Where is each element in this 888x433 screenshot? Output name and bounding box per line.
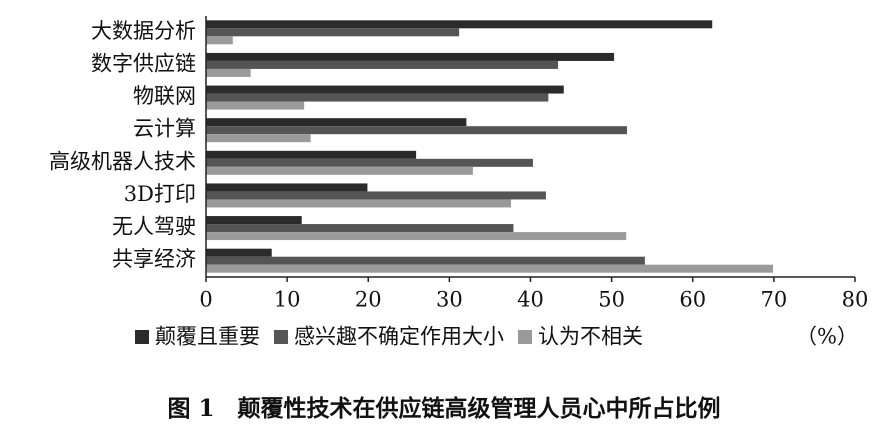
- bar: [206, 134, 311, 143]
- bar: [206, 150, 417, 159]
- y-tick-label: 无人驾驶: [112, 215, 196, 239]
- y-tick-label: 数字供应链: [91, 51, 196, 75]
- bar: [206, 224, 514, 233]
- y-tick-label: 云计算: [133, 117, 196, 141]
- chart-title: 图 1 颠覆性技术在供应链高级管理人员心中所占比例: [167, 395, 720, 422]
- bar: [206, 60, 559, 69]
- bar: [206, 52, 615, 61]
- x-tick-label: 0: [199, 288, 212, 312]
- bar: [206, 101, 305, 110]
- bar: [206, 118, 467, 127]
- x-tick-label: 50: [598, 288, 625, 312]
- legend-swatch: [135, 330, 149, 344]
- bar: [206, 20, 713, 29]
- legend-swatch: [274, 330, 288, 344]
- x-tick-label: 30: [436, 288, 463, 312]
- legend-label: 颠覆且重要: [155, 325, 260, 349]
- y-tick-label: 3D打印: [124, 182, 196, 206]
- y-tick-label: 高级机器人技术: [49, 149, 196, 173]
- y-tick-label: 物联网: [133, 84, 196, 108]
- bar: [206, 36, 233, 45]
- bar: [206, 256, 645, 265]
- bar: [206, 126, 628, 135]
- bar: [206, 248, 272, 257]
- bar: [206, 216, 302, 225]
- bar: [206, 232, 627, 241]
- bar: [206, 85, 564, 94]
- legend-label: 认为不相关: [538, 325, 643, 349]
- legend-swatch: [518, 330, 532, 344]
- bar: [206, 199, 512, 208]
- legend-label: 感兴趣不确定作用大小: [294, 325, 504, 349]
- bar: [206, 158, 533, 167]
- bar: [206, 166, 473, 175]
- bar: [206, 183, 368, 192]
- bar: [206, 68, 251, 77]
- bar: [206, 28, 460, 37]
- y-tick-label: 共享经济: [112, 247, 196, 271]
- x-tick-label: 60: [679, 288, 706, 312]
- bar: [206, 264, 774, 273]
- x-tick-label: 10: [274, 288, 301, 312]
- x-axis-label: （%）: [796, 325, 858, 349]
- x-tick-label: 40: [517, 288, 544, 312]
- x-tick-label: 20: [355, 288, 382, 312]
- bar: [206, 93, 549, 102]
- bar: [206, 191, 546, 200]
- x-tick-label: 70: [761, 288, 788, 312]
- x-tick-label: 80: [842, 288, 869, 312]
- y-tick-label: 大数据分析: [91, 19, 196, 43]
